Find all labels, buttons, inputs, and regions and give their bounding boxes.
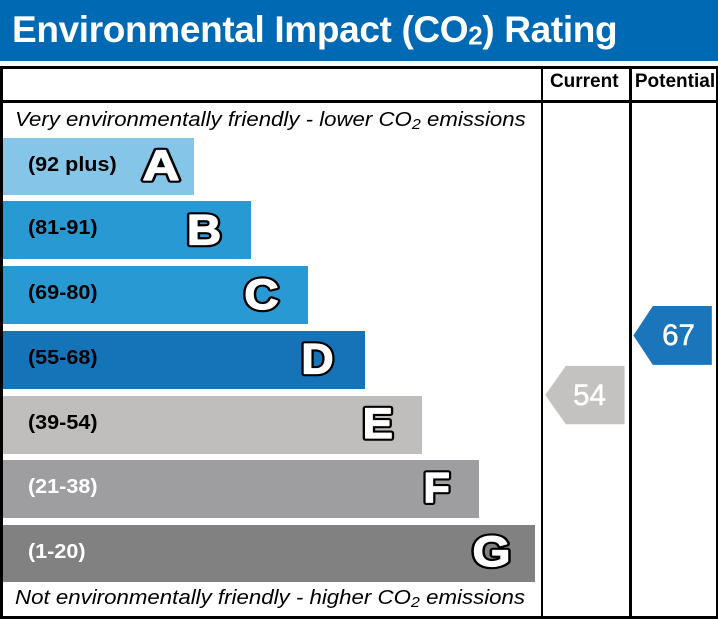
svg-text:C: C xyxy=(244,270,278,318)
svg-text:F: F xyxy=(423,465,450,512)
svg-text:B: B xyxy=(187,206,221,254)
svg-text:A: A xyxy=(142,141,179,189)
svg-text:E: E xyxy=(363,400,393,447)
svg-text:C: C xyxy=(244,270,278,318)
svg-text:D: D xyxy=(301,337,333,384)
svg-text:A: A xyxy=(142,141,179,189)
svg-text:D: D xyxy=(301,337,333,384)
svg-text:F: F xyxy=(423,465,450,512)
svg-text:G: G xyxy=(472,528,510,575)
svg-text:G: G xyxy=(472,528,510,575)
svg-text:54: 54 xyxy=(573,379,606,412)
svg-text:67: 67 xyxy=(662,319,695,352)
svg-text:E: E xyxy=(363,400,393,447)
svg-text:B: B xyxy=(187,206,221,254)
